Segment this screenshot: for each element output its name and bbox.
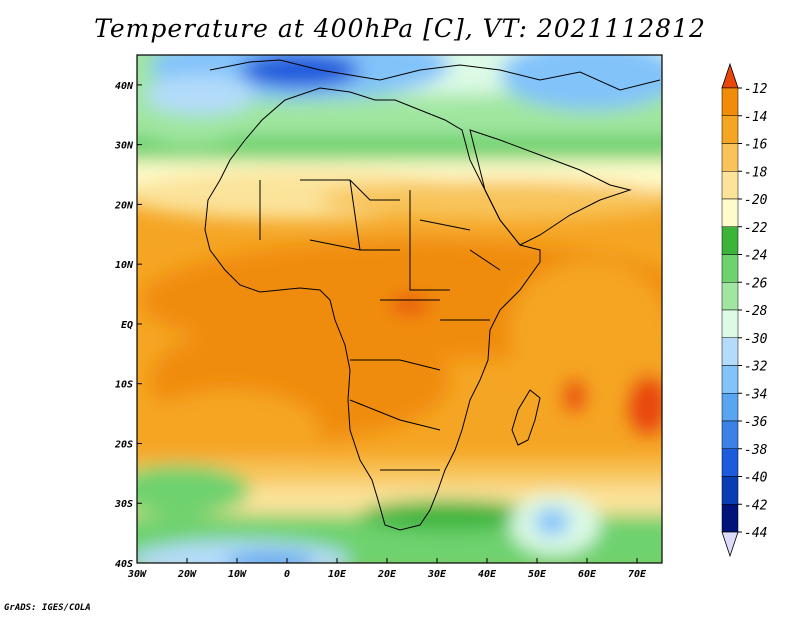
colorbar-swatch: [721, 504, 739, 533]
colorbar-swatch: [721, 393, 739, 422]
colorbar-label: -42: [744, 498, 768, 513]
lon-tick-label: 20W: [177, 569, 197, 580]
map-frame: [136, 54, 663, 564]
colorbar-swatch: [721, 476, 739, 505]
colorbar-label: -30: [744, 332, 768, 347]
lat-tick-label: 40N: [115, 81, 134, 92]
madagascar-outline: [511, 389, 541, 446]
colorbar-label: -38: [744, 443, 768, 458]
lon-tick-label: 60E: [578, 569, 597, 580]
colorbar-label: -40: [744, 471, 768, 486]
arabia-outline: [469, 129, 632, 246]
coastlines: [204, 59, 661, 531]
colorbar-label: -20: [744, 193, 768, 208]
colorbar-bottom-arrow: [721, 531, 739, 558]
latitude-ticks: 40N 30N 20N 10N EQ 10S 20S 30S 40S: [114, 81, 142, 570]
colorbar-swatch: [721, 282, 739, 311]
colorbar-swatch: [721, 143, 739, 172]
colorbar: -12 -14 -16 -18 -20 -22 -24 -26 -28 -30 -32 -34 -36 -…: [721, 62, 768, 558]
colorbar-swatch: [721, 198, 739, 227]
colorbar-label: -26: [744, 276, 768, 291]
europe-outline: [209, 59, 661, 91]
lat-tick-label: 30S: [114, 499, 133, 510]
lon-tick-label: 70E: [628, 569, 647, 580]
lon-tick-label: 30W: [127, 569, 147, 580]
colorbar-swatch: [721, 87, 739, 116]
colorbar-swatch: [721, 337, 739, 366]
colorbar-swatch: [721, 448, 739, 477]
colorbar-label: -18: [744, 165, 768, 180]
africa-coastline: [204, 87, 541, 531]
lat-tick-label: 10S: [115, 380, 133, 391]
lon-tick-label: 10E: [328, 569, 347, 580]
colorbar-swatch: [721, 115, 739, 144]
colorbar-label: -14: [744, 110, 767, 125]
colorbar-label: -44: [744, 526, 767, 541]
lon-tick-label: 10W: [228, 569, 247, 580]
lon-tick-label: 20E: [377, 569, 397, 580]
temperature-field: [137, 55, 662, 563]
colorbar-swatch: [721, 171, 739, 200]
lat-tick-label: 20S: [114, 439, 133, 450]
colorbar-swatch: [721, 420, 739, 449]
colorbar-label: -34: [744, 387, 767, 402]
colorbar-label: -28: [744, 304, 768, 319]
colorbar-swatch: [721, 365, 739, 394]
colorbar-swatch: [721, 226, 739, 255]
colorbar-label: -22: [744, 221, 768, 236]
lat-tick-label: 30N: [114, 141, 134, 152]
lon-tick-label: 0: [284, 569, 290, 580]
lat-tick-label: 20N: [114, 200, 134, 211]
lon-tick-label: 40E: [478, 569, 497, 580]
border-lines: [259, 179, 501, 471]
lat-tick-label: 40S: [115, 559, 133, 570]
colorbar-label: -32: [744, 360, 768, 375]
colorbar-label: -24: [744, 249, 767, 264]
map-title: Temperature at 400hPa [C], VT: 202111281…: [94, 14, 706, 43]
colorbar-label: -12: [744, 82, 768, 97]
lon-tick-label: 30E: [427, 569, 447, 580]
colorbar-label: -36: [744, 415, 768, 430]
longitude-ticks: 30W 20W 10W 0 10E 20E 30E 40E 50E 60E 70E: [127, 558, 647, 580]
colorbar-top-arrow: [721, 62, 739, 89]
colorbar-swatch: [721, 254, 739, 283]
lat-tick-label: EQ: [121, 320, 133, 331]
grads-credit: GrADS: IGES/COLA: [4, 603, 91, 613]
lat-tick-label: 10N: [115, 260, 134, 271]
colorbar-swatch: [721, 309, 739, 338]
colorbar-label: -16: [744, 138, 768, 153]
lon-tick-label: 50E: [528, 569, 547, 580]
